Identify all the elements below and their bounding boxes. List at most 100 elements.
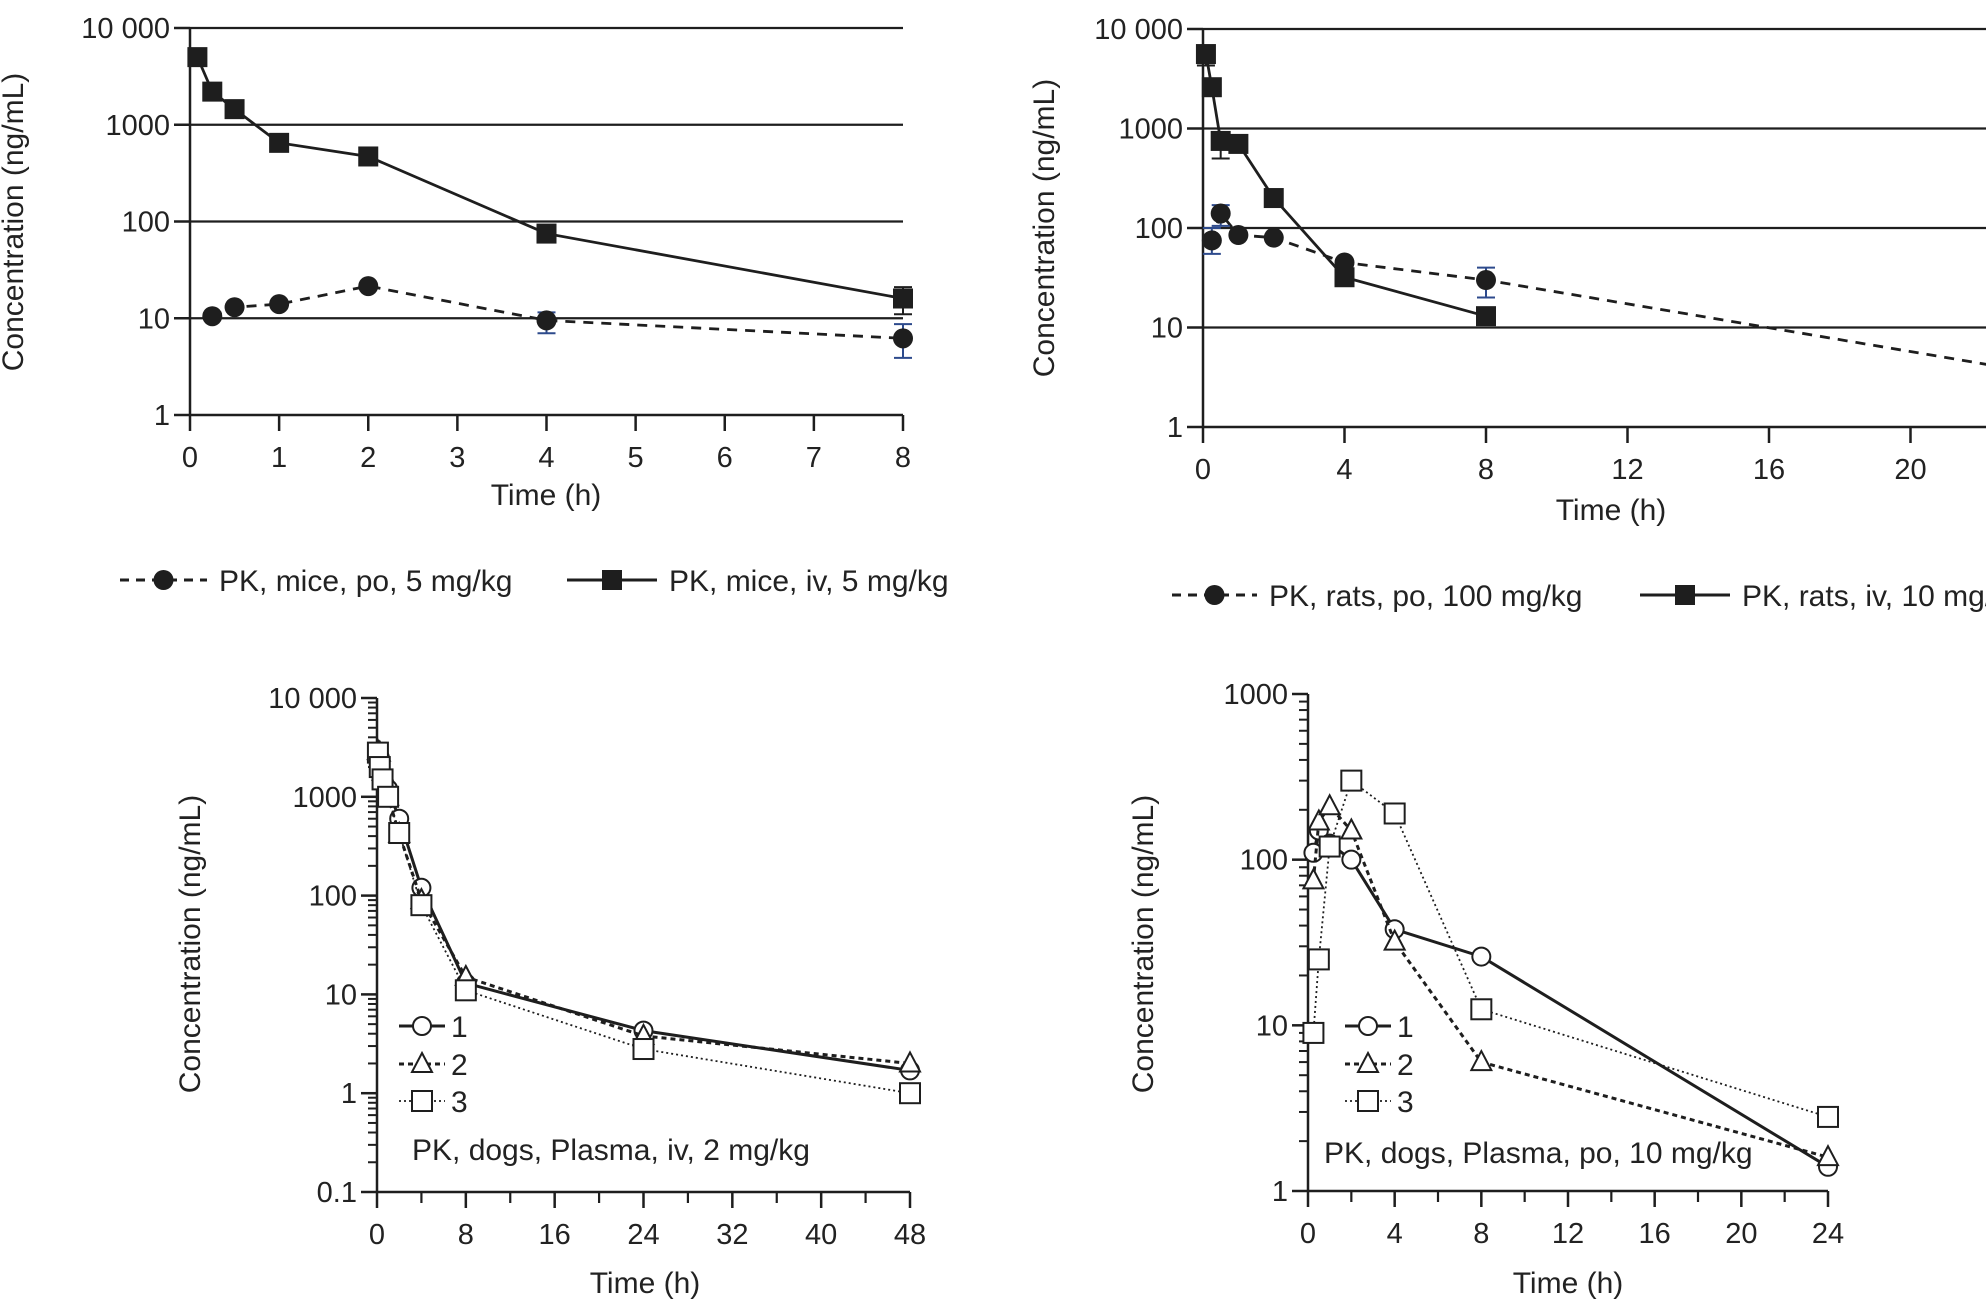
x-tick-label: 24 [627, 1219, 659, 1251]
x-tick-label: 40 [805, 1219, 837, 1251]
data-point [1228, 133, 1249, 154]
data-point [1210, 130, 1231, 151]
x-tick-label: 16 [539, 1219, 571, 1251]
legend-marker [153, 570, 174, 590]
data-point [1383, 928, 1407, 951]
data-point [899, 1082, 921, 1105]
x-tick-label: 8 [1473, 1218, 1489, 1250]
legend-label: 2 [1397, 1049, 1414, 1082]
data-point [269, 294, 290, 315]
chart-2: 1 10 100 1000 10 000 0 4 8 12 16 20 Time (h) Concent… [1028, 14, 1986, 613]
data-point [358, 276, 379, 297]
legend-label: PK, mice, po, 5 mg/kg [219, 565, 512, 598]
data-point [224, 297, 245, 318]
x-axis-label: Time (h) [1513, 1267, 1624, 1300]
data-point [410, 894, 433, 917]
legend-label: PK, rats, iv, 10 mg/kg [1742, 580, 1986, 613]
data-point [202, 306, 223, 327]
x-tick-label: 12 [1611, 454, 1643, 486]
legend-marker [1204, 585, 1225, 605]
series-1 [1201, 203, 1986, 366]
data-point [1263, 227, 1284, 248]
y-tick-label: 10 [325, 979, 357, 1011]
data-point [377, 785, 400, 808]
legend-marker [1675, 585, 1695, 605]
y-axis-label: Concentration (ng/mL) [1127, 795, 1160, 1093]
y-axis-label: Concentration (ng/mL) [174, 795, 207, 1093]
data-point [536, 223, 557, 244]
y-axis-label: Concentration (ng/mL) [0, 73, 30, 371]
y-tick-label: 1000 [1118, 114, 1183, 146]
data-point [1201, 230, 1222, 251]
y-tick-label: 100 [309, 881, 357, 913]
y-tick-label: 1 [154, 400, 170, 432]
data-point [1476, 306, 1496, 327]
legend-marker [1357, 1090, 1379, 1112]
data-point [1340, 769, 1363, 792]
legend-label: PK, rats, po, 100 mg/kg [1269, 580, 1583, 613]
data-point [1201, 77, 1222, 98]
legend-marker [602, 570, 622, 590]
x-axis-label: Time (h) [1556, 494, 1667, 527]
data-point [1195, 44, 1216, 65]
data-point [1318, 793, 1342, 816]
y-tick-label: 0.1 [317, 1177, 357, 1209]
data-point [1307, 808, 1331, 831]
y-tick-label: 100 [1135, 213, 1183, 245]
x-tick-label: 20 [1894, 454, 1926, 486]
series-line [376, 749, 911, 1065]
legend-label: 3 [451, 1086, 468, 1119]
data-point [1470, 998, 1493, 1021]
data-point [1476, 270, 1496, 291]
legend-marker [410, 1050, 434, 1073]
y-axis-label: Concentration (ng/mL) [1028, 79, 1061, 377]
chart-annotation: PK, dogs, Plasma, po, 10 mg/kg [1324, 1137, 1753, 1170]
y-tick-label: 100 [1240, 845, 1288, 877]
x-tick-label: 8 [895, 442, 911, 474]
series-3 [366, 741, 921, 1105]
x-tick-label: 8 [1478, 454, 1494, 486]
data-point [1302, 1021, 1325, 1044]
x-tick-label: 20 [1725, 1218, 1757, 1250]
legend-label: 3 [1397, 1086, 1414, 1119]
series-3 [1302, 769, 1839, 1128]
x-axis-label: Time (h) [491, 479, 602, 512]
y-tick-label: 100 [122, 207, 170, 239]
y-tick-label: 1 [341, 1078, 357, 1110]
data-point [187, 47, 208, 68]
data-point [893, 288, 913, 309]
data-point [1307, 948, 1330, 971]
data-point [1816, 1144, 1840, 1167]
x-tick-label: 48 [894, 1219, 926, 1251]
y-tick-label: 10 [138, 303, 170, 335]
x-tick-label: 3 [449, 442, 465, 474]
data-point [1471, 946, 1492, 967]
data-point [893, 328, 913, 349]
x-tick-label: 1 [271, 442, 287, 474]
x-tick-label: 16 [1639, 1218, 1671, 1250]
data-point [536, 310, 557, 331]
legend-label: 2 [451, 1049, 468, 1082]
data-point [1334, 267, 1355, 288]
y-tick-label: 10 000 [268, 683, 357, 715]
series-line [196, 56, 904, 300]
y-tick-label: 1000 [292, 782, 357, 814]
x-tick-label: 7 [806, 442, 822, 474]
legend-label: 1 [451, 1011, 468, 1044]
y-tick-label: 1000 [105, 110, 170, 142]
x-tick-label: 8 [458, 1219, 474, 1251]
legend-marker [1358, 1016, 1378, 1036]
y-tick-label: 10 [1256, 1010, 1288, 1042]
x-tick-label: 4 [1387, 1218, 1403, 1250]
data-point [898, 1050, 922, 1073]
x-tick-label: 24 [1812, 1218, 1844, 1250]
legend-label: PK, mice, iv, 5 mg/kg [669, 565, 949, 598]
data-point [388, 822, 411, 845]
series-line [1210, 210, 1986, 366]
data-point [1469, 1048, 1493, 1072]
series-line [1311, 803, 1829, 1159]
y-tick-label: 10 [1151, 313, 1183, 345]
